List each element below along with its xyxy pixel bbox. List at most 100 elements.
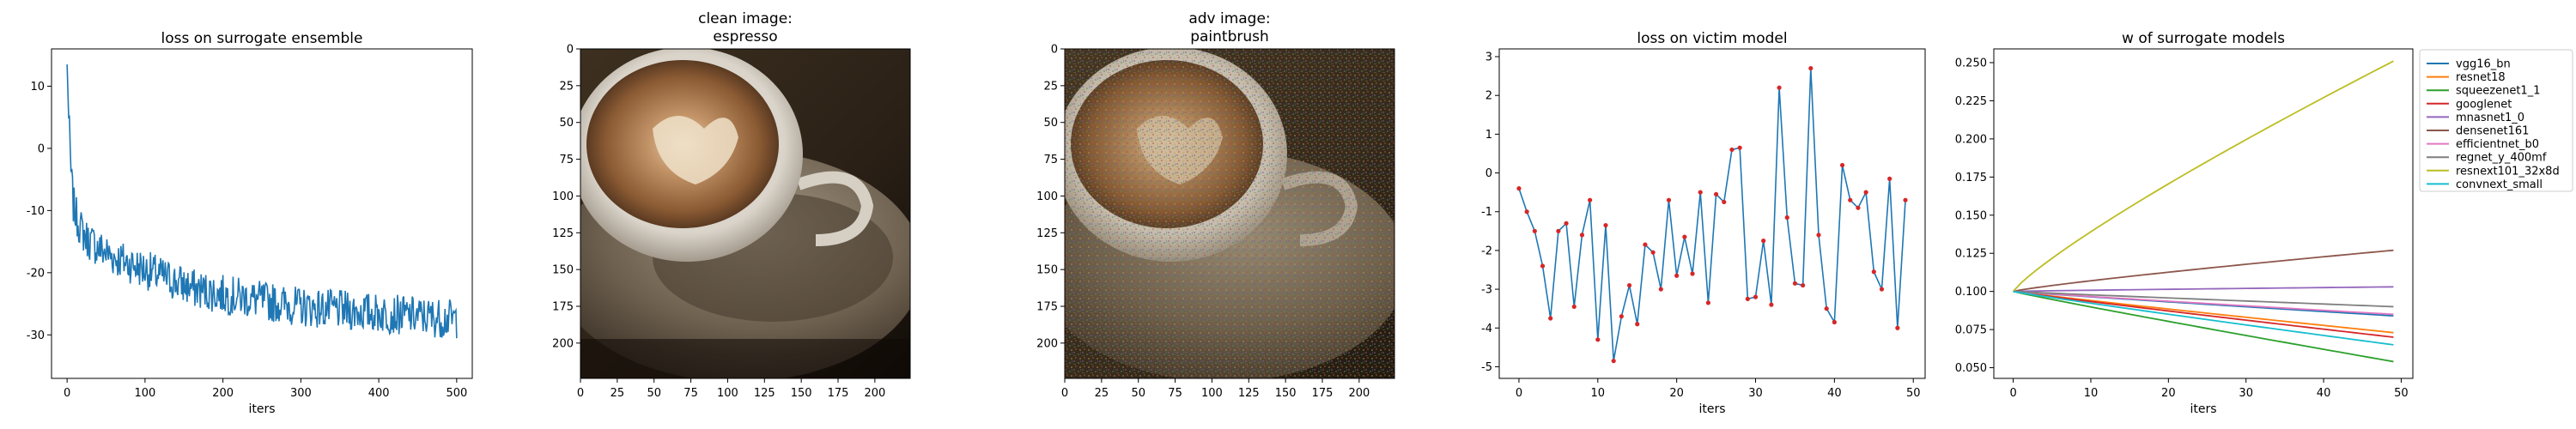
victim-loss-point <box>1611 359 1616 364</box>
legend-label: resnet18 <box>2456 71 2506 84</box>
legend-label: resnext101_32x8d <box>2456 165 2560 178</box>
panel3-xtick-label: 25 <box>1095 387 1109 400</box>
weight-line-regnet_y_400mf <box>2013 290 2394 308</box>
weight-line-efficientnet_b0 <box>2013 290 2394 316</box>
panel5-title: w of surrogate models <box>2122 30 2285 47</box>
panel2-ytick-label: 0 <box>567 44 574 57</box>
legend-label: mnasnet1_0 <box>2456 112 2524 124</box>
panel5-xlabel: iters <box>2190 402 2216 416</box>
panel2-xtick-label: 0 <box>577 387 584 400</box>
panel3-xtick-label: 50 <box>1131 387 1145 400</box>
legend-label: convnext_small <box>2456 178 2543 191</box>
panel3-xtick-label: 100 <box>1201 387 1223 400</box>
panel2-ytick-label: 100 <box>552 190 574 203</box>
victim-loss-point <box>1626 282 1632 288</box>
panel2-title-line2: espresso <box>713 28 777 45</box>
panel2-xtick-label: 175 <box>828 387 849 400</box>
panel3-xtick-label: 200 <box>1348 387 1370 400</box>
weight-line-resnet18 <box>2013 290 2394 334</box>
weight-line-squeezenet1_1 <box>2013 290 2394 363</box>
panel3-ytick-label: 25 <box>1043 80 1058 93</box>
panel2-axes-frame <box>580 48 911 379</box>
victim-loss-point <box>1658 287 1663 292</box>
panel3-ytick-label: 75 <box>1043 154 1058 166</box>
panel1-ytick-label: 0 <box>38 142 45 155</box>
victim-loss-point <box>1761 239 1766 244</box>
victim-loss-point <box>1903 197 1908 202</box>
panel4-axes-frame <box>1498 48 1926 379</box>
victim-loss-point <box>1603 222 1608 228</box>
panel5-ytick-label: 0.125 <box>1955 248 1987 261</box>
panel3-xtick-label: 0 <box>1061 387 1068 400</box>
victim-loss-point <box>1524 209 1529 214</box>
victim-loss-point <box>1801 282 1806 288</box>
panel3-ytick-label: 200 <box>1036 337 1058 350</box>
panel-adv-image: adv image: paintbrush 0 25 50 75 100 125 150 17… <box>1036 10 1395 400</box>
victim-loss-point <box>1540 263 1546 269</box>
panel3-title-line1: adv image: <box>1188 10 1270 27</box>
panel2-xtick-label: 150 <box>791 387 812 400</box>
panel2-xtick-label: 75 <box>683 387 698 400</box>
victim-loss-point <box>1848 197 1853 202</box>
victim-loss-point <box>1619 314 1624 319</box>
victim-loss-point <box>1674 273 1680 278</box>
victim-loss-point <box>1643 242 1648 247</box>
panel2-ytick-label: 25 <box>559 80 574 93</box>
legend-label: squeezenet1_1 <box>2456 85 2540 98</box>
panel1-xtick-label: 0 <box>64 387 70 400</box>
victim-loss-point <box>1863 190 1868 195</box>
panel5-xtick-label: 0 <box>2009 387 2016 400</box>
panel3-title-line2: paintbrush <box>1190 28 1269 45</box>
panel4-xtick-label: 30 <box>1748 387 1763 400</box>
victim-loss-point <box>1816 233 1821 238</box>
panel1-xtick-label: 200 <box>212 387 234 400</box>
panel5-ytick-label: 0.175 <box>1955 172 1987 184</box>
panel4-ytick-label: -2 <box>1481 245 1492 257</box>
victim-loss-point <box>1753 294 1759 299</box>
panel5-ytick-label: 0.225 <box>1955 95 1987 108</box>
panel2-xtick-label: 50 <box>647 387 661 400</box>
legend-frame <box>2419 49 2573 192</box>
panel2-ytick-label: 50 <box>559 117 574 130</box>
panel-surrogate-weights: w of surrogate models 0 10 20 30 40 50 0.050 0.… <box>1955 30 2573 416</box>
victim-loss-point <box>1532 228 1537 233</box>
victim-loss-point <box>1713 191 1719 197</box>
panel3-ytick-label: 0 <box>1051 44 1058 57</box>
panel2-title-line1: clean image: <box>698 10 793 27</box>
victim-loss-line <box>1518 68 1906 361</box>
panel2-xtick-label: 100 <box>717 387 738 400</box>
victim-loss-point <box>1690 271 1695 276</box>
panel3-ytick-label: 50 <box>1043 117 1058 130</box>
victim-loss-point <box>1824 306 1829 311</box>
victim-loss-point <box>1650 250 1656 255</box>
panel4-ytick-label: 2 <box>1485 90 1492 103</box>
panel4-ytick-label: -1 <box>1481 206 1492 219</box>
victim-loss-point <box>1729 147 1735 153</box>
panel4-ytick-label: 1 <box>1485 129 1492 142</box>
panel3-ytick-label: 150 <box>1036 264 1058 277</box>
panel3-ytick-label: 100 <box>1036 190 1058 203</box>
panel1-ytick-label: -30 <box>27 329 45 342</box>
legend: vgg16_bnresnet18squeezenet1_1googlenetmn… <box>2419 49 2573 192</box>
surrogate-loss-line <box>66 64 458 339</box>
panel1-ytick-label: 10 <box>30 81 45 94</box>
victim-loss-point <box>1792 281 1798 286</box>
weight-line-mnasnet1_0 <box>2013 286 2394 293</box>
panel1-xtick-label: 100 <box>134 387 155 400</box>
victim-loss-point <box>1705 300 1711 305</box>
victim-loss-point <box>1856 205 1861 210</box>
victim-loss-point <box>1879 287 1885 292</box>
panel2-ytick-label: 125 <box>552 227 574 240</box>
panel2-xtick-label: 25 <box>611 387 625 400</box>
victim-loss-point <box>1839 162 1845 168</box>
panel3-axes-frame <box>1064 48 1395 379</box>
panel5-ytick-label: 0.150 <box>1955 209 1987 222</box>
legend-label: regnet_y_400mf <box>2456 152 2547 165</box>
victim-loss-point <box>1722 199 1727 205</box>
panel3-xtick-label: 175 <box>1312 387 1334 400</box>
panel5-xtick-label: 50 <box>2394 387 2409 400</box>
panel-victim-loss: loss on victim model 0 10 20 30 40 50-5-4-3-2… <box>1481 30 1926 416</box>
panel1-xtick-label: 500 <box>446 387 467 400</box>
victim-loss-point <box>1548 316 1553 321</box>
